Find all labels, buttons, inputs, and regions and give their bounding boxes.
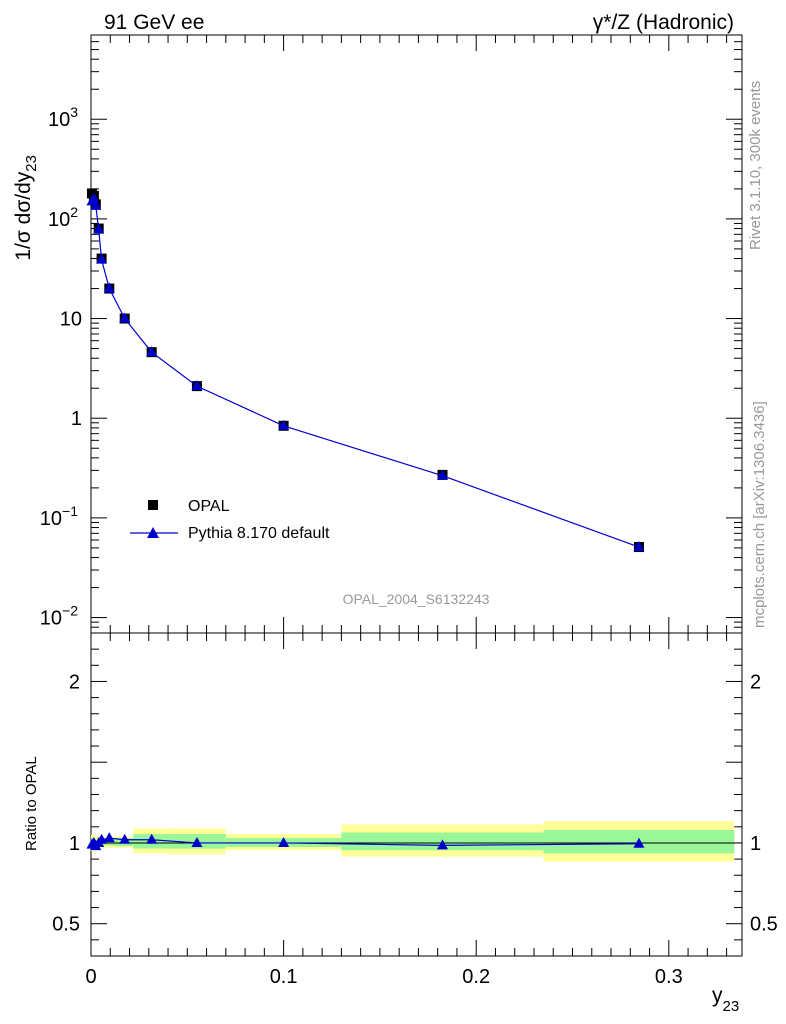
main-y-tick-label: 102: [48, 204, 78, 231]
pythia-data-point: [437, 469, 449, 480]
main-y-label-text: 1/σ dσ/dy: [12, 171, 35, 260]
pythia-data-point: [96, 253, 108, 264]
ratio-plot-frame: [90, 632, 743, 957]
x-label-sub: 23: [723, 998, 740, 1015]
site-label: mcplots.cern.ch [arXiv:1306.3436]: [751, 401, 768, 628]
ratio-uncertainty-bands: [91, 821, 735, 862]
x-tick-label: 0: [85, 966, 96, 988]
version-label: Rivet 3.1.10, 300k events: [747, 81, 764, 250]
x-label-text: y: [712, 984, 723, 1007]
legend-pythia-marker: [147, 527, 159, 538]
x-axis: 0 0.1 0.2 0.3: [85, 35, 728, 988]
ratio-y-tick-label: 1: [69, 833, 80, 855]
ratio-pythia-point: [278, 836, 290, 847]
ratio-y-tick-label-right: 0.5: [750, 914, 778, 936]
analysis-watermark: OPAL_2004_S6132243: [343, 591, 490, 607]
legend-pythia-label: Pythia 8.170 default: [188, 525, 330, 542]
ratio-pythia-point: [146, 833, 158, 844]
x-tick-label: 0.2: [462, 966, 490, 988]
x-axis-label: y23: [712, 984, 739, 1015]
main-y-tick-label: 10−2: [40, 603, 78, 630]
ratio-y-tick-label-right: 2: [750, 671, 761, 693]
pythia-data-point: [278, 419, 290, 430]
x-tick-label: 0.1: [270, 966, 298, 988]
ratio-pythia-point: [191, 836, 203, 847]
pythia-data-point: [119, 312, 131, 323]
title-right: γ*/Z (Hadronic): [593, 11, 734, 34]
pythia-data-point: [191, 380, 203, 391]
ratio-y-tick-label: 0.5: [52, 914, 80, 936]
main-y-tick-label: 1: [71, 408, 82, 430]
main-y-tick-exponent: 3: [70, 104, 78, 120]
ratio-y-axis-label: Ratio to OPAL: [23, 756, 40, 851]
main-y-tick-exponent: 2: [70, 204, 78, 220]
x-tick-label: 0.3: [655, 966, 683, 988]
main-y-tick-label: 10−1: [40, 503, 78, 530]
main-series-group: [86, 188, 645, 553]
main-y-tick-exponent: −2: [62, 603, 78, 619]
pythia-data-point: [633, 541, 645, 552]
main-y-label-sub: 23: [23, 155, 40, 172]
main-y-tick-label: 103: [48, 104, 78, 131]
pythia-data-point: [88, 192, 100, 203]
pythia-data-point: [103, 282, 115, 293]
legend-opal-marker: [148, 500, 158, 510]
ratio-y-tick-label: 2: [69, 671, 80, 693]
title-left: 91 GeV ee: [104, 11, 204, 34]
ratio-y-label-text: Ratio to OPAL: [23, 756, 40, 851]
main-y-tick-exponent: −1: [62, 503, 78, 519]
pythia-data-point: [93, 223, 105, 234]
ratio-pythia-point: [119, 833, 131, 844]
pythia-data-point: [90, 199, 102, 210]
main-y-axis-label: 1/σ dσ/dy23: [12, 155, 40, 261]
ratio-y-tick-label-right: 1: [750, 833, 761, 855]
svg-text:1/σ dσ/dy23: 1/σ dσ/dy23: [12, 155, 40, 261]
pythia-line: [91, 197, 640, 548]
main-y-tick-label: 10: [60, 309, 82, 331]
legend: OPAL Pythia 8.170 default: [130, 498, 330, 542]
ratio-pythia-point: [437, 839, 449, 850]
ratio-series-group: [86, 832, 645, 851]
side-version-text: Rivet 3.1.10, 300k events: [747, 81, 764, 250]
pythia-data-point: [146, 346, 158, 357]
main-plot-frame: [90, 34, 743, 634]
ratio-pythia-point: [633, 837, 645, 848]
side-site-text: mcplots.cern.ch [arXiv:1306.3436]: [751, 401, 768, 628]
ratio-y-axis: 0.5 0.5 1 1 2 2: [52, 632, 778, 957]
ratio-pythia-point: [103, 832, 115, 843]
legend-opal-label: OPAL: [188, 498, 230, 515]
main-y-axis: 10−2 10−1 1 10 102 103: [40, 34, 742, 634]
